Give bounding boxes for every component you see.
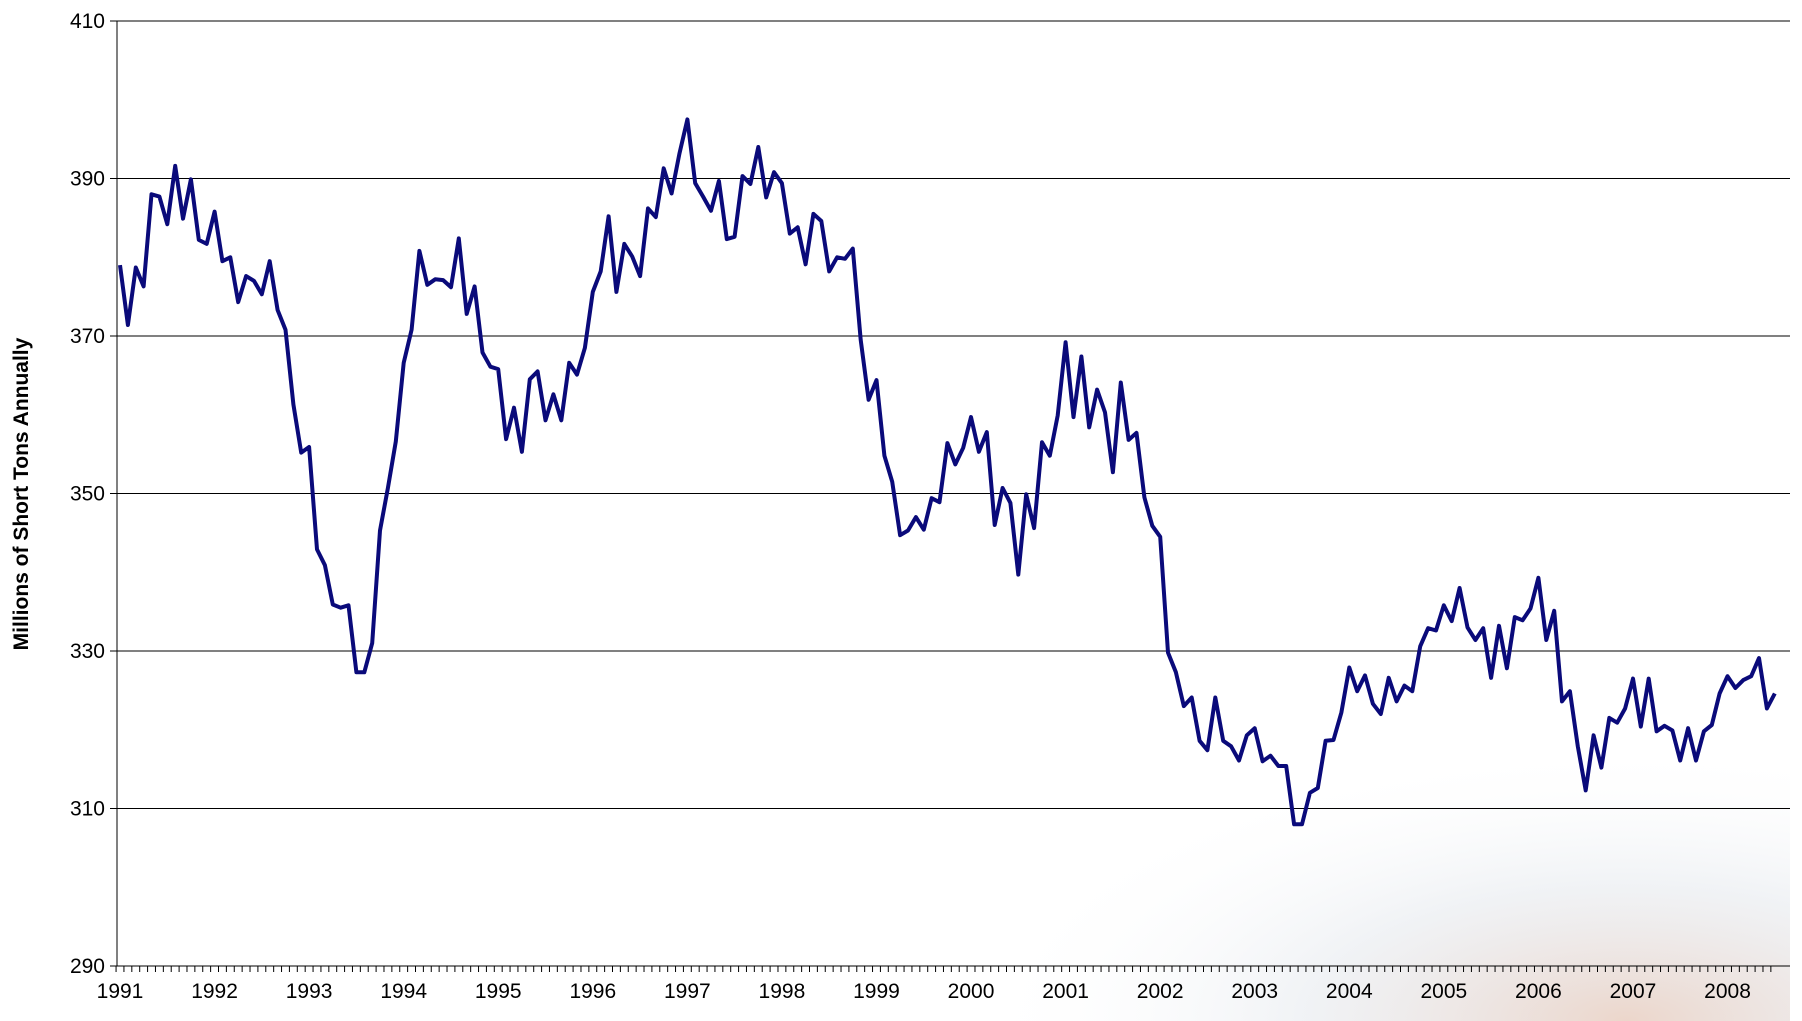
x-tick-label: 2005: [1420, 980, 1467, 1003]
x-tick-label: 2002: [1137, 980, 1184, 1003]
x-tick-label: 1998: [759, 980, 806, 1003]
x-tick-label: 1992: [191, 980, 238, 1003]
x-tick-label: 1999: [853, 980, 900, 1003]
x-tick-label: 2001: [1042, 980, 1089, 1003]
x-tick-label: 1997: [664, 980, 711, 1003]
x-tick-label: 1996: [569, 980, 616, 1003]
x-tick-label: 2007: [1610, 980, 1657, 1003]
x-tick-label: 1995: [475, 980, 522, 1003]
x-tick-label: 1991: [97, 980, 144, 1003]
y-tick-label: 290: [70, 955, 105, 978]
x-tick-label: 2008: [1704, 980, 1751, 1003]
y-axis-label: Millions of Short Tons Annually: [10, 337, 33, 650]
background-photo: [700, 560, 1790, 1021]
x-tick-label: 1994: [380, 980, 427, 1003]
y-tick-label: 310: [70, 798, 105, 821]
y-tick-label: 390: [70, 168, 105, 191]
x-tick-label: 2006: [1515, 980, 1562, 1003]
x-tick-label: 1993: [286, 980, 333, 1003]
y-tick-label: 370: [70, 325, 105, 348]
y-tick-label: 330: [70, 640, 105, 663]
y-tick-label: 410: [70, 10, 105, 33]
x-tick-label: 2003: [1231, 980, 1278, 1003]
x-tick-label: 2000: [948, 980, 995, 1003]
x-tick-label: 2004: [1326, 980, 1373, 1003]
y-tick-label: 350: [70, 483, 105, 506]
data-line: [118, 117, 1777, 827]
